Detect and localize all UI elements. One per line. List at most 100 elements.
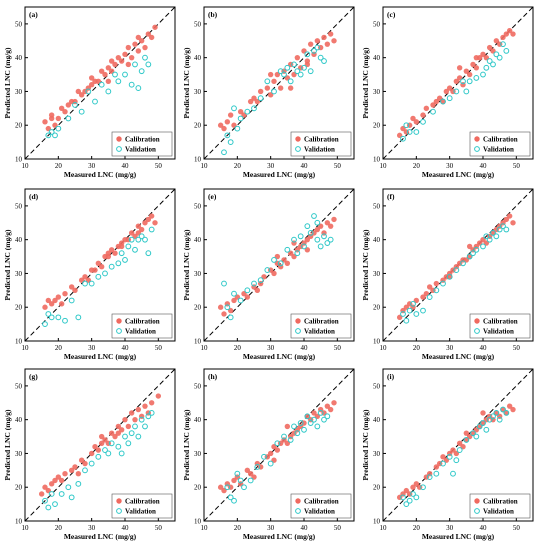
validation-point (496, 226, 503, 233)
validation-point (65, 115, 72, 122)
validation-point (92, 98, 98, 105)
y-tick-label: 20 (194, 484, 202, 492)
validation-point (227, 139, 234, 146)
validation-point (490, 413, 496, 420)
validation-point (231, 105, 237, 112)
validation-point (128, 430, 135, 437)
legend: Calibration Validation (469, 313, 531, 339)
calibration-point (443, 88, 450, 95)
legend-box (290, 493, 352, 519)
calibration-point (466, 71, 473, 78)
y-axis-label: Predicted LNC (mg/g) (182, 409, 191, 481)
panel-label: (d) (29, 192, 39, 201)
calibration-point (135, 34, 142, 41)
calibration-point (473, 54, 480, 61)
validation-point (227, 314, 234, 321)
calibration-point (480, 410, 486, 416)
validation-point (314, 44, 321, 51)
validation-point (483, 64, 490, 71)
calibration-point (304, 413, 311, 419)
validation-point (460, 78, 466, 85)
validation-point (413, 494, 420, 501)
calibration-point (331, 216, 337, 223)
x-tick-label: 10 (22, 344, 30, 352)
validation-point (446, 453, 453, 460)
plot-frame (203, 188, 355, 342)
validation-point (486, 416, 493, 423)
calibration-point (138, 226, 145, 233)
legend-box (111, 493, 173, 519)
legend-box (111, 313, 173, 339)
validation-point (55, 314, 62, 321)
y-tick-label: 50 (15, 202, 23, 210)
validation-point (410, 300, 416, 307)
validation-point (145, 413, 152, 420)
legend-calibration-marker (474, 318, 480, 324)
validation-point (98, 81, 105, 88)
plot-frame (24, 188, 176, 342)
y-tick-label: 20 (194, 304, 202, 312)
validation-point (145, 61, 152, 68)
validation-point (45, 311, 52, 317)
calibration-point (217, 304, 224, 310)
validation-point (247, 477, 254, 484)
validation-point (287, 437, 294, 443)
calibration-point (251, 95, 257, 101)
x-tick-label: 30 (267, 344, 275, 352)
x-tick-label: 10 (201, 344, 209, 352)
validation-point (148, 226, 155, 233)
validation-point (138, 416, 145, 423)
validation-point (446, 95, 453, 102)
legend-validation-marker (116, 508, 122, 514)
validation-point (105, 450, 112, 457)
panel-label: (c) (387, 10, 396, 19)
x-axis-label: Measured LNC (mg/g) (243, 352, 316, 361)
y-tick-label: 20 (15, 484, 23, 492)
calibration-point (75, 88, 82, 95)
x-tick-label: 40 (480, 524, 488, 532)
plot-frame (382, 6, 534, 160)
x-axis-label: Measured LNC (mg/g) (422, 352, 495, 361)
validation-point (470, 250, 476, 257)
calibration-point (244, 467, 251, 474)
calibration-point (38, 491, 45, 497)
validation-point (277, 68, 284, 75)
validation-point (500, 223, 506, 230)
scatter-panel: 10 20 30 40 50 10 20 30 40 50 Measured LNC (mg/g) P… (361, 188, 534, 361)
calibration-point (88, 75, 95, 81)
calibration-point (108, 247, 115, 253)
validation-point (135, 85, 142, 91)
validation-point (148, 410, 155, 416)
calibration-point (115, 430, 122, 436)
validation-point (231, 290, 237, 297)
validation-point (440, 280, 446, 287)
validation-point (244, 287, 251, 294)
points-group (42, 213, 158, 328)
calibration-point (413, 481, 420, 487)
calibration-point (403, 487, 410, 494)
x-tick-label: 20 (55, 162, 63, 170)
points-group (38, 393, 162, 511)
calibration-point (503, 216, 510, 223)
calibration-point (48, 301, 55, 307)
validation-point (473, 433, 480, 440)
validation-point (254, 464, 261, 470)
y-tick-label: 30 (194, 450, 202, 458)
validation-point (122, 71, 128, 78)
x-tick-label: 40 (301, 524, 309, 532)
x-tick-label: 30 (446, 524, 454, 532)
validation-point (52, 501, 58, 508)
calibration-point (247, 471, 254, 477)
y-tick-label: 10 (15, 338, 23, 346)
validation-point (406, 497, 413, 504)
y-tick-label: 50 (194, 202, 202, 210)
validation-point (284, 64, 291, 71)
legend: Calibration Validation (469, 493, 531, 519)
validation-point (125, 440, 132, 447)
validation-point (297, 71, 304, 78)
validation-point (45, 132, 52, 139)
scatter-panel: 10 20 30 40 50 10 20 30 40 50 Measured LNC (mg/g) P… (182, 368, 355, 541)
validation-point (138, 233, 145, 240)
x-tick-label: 20 (413, 524, 421, 532)
